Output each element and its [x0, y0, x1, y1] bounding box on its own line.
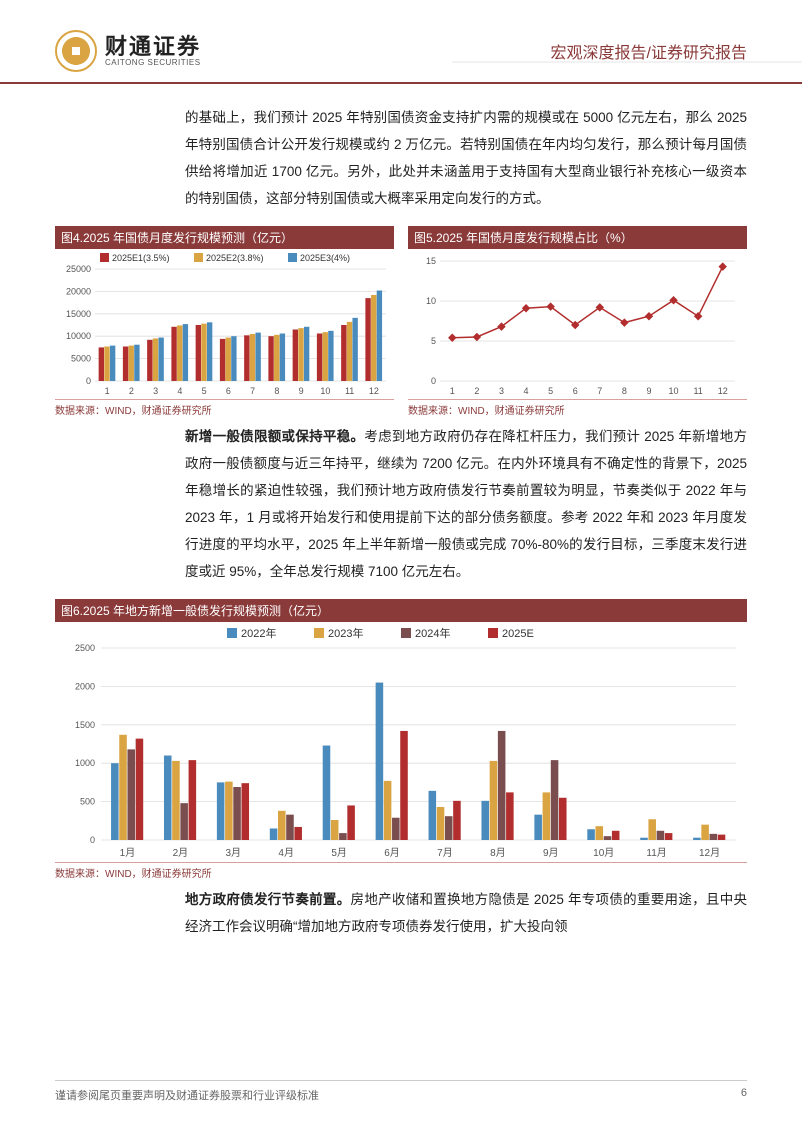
chart5-container: 图5.2025 年国债月度发行规模占比（%） 05101512345678910… [408, 226, 747, 419]
logo-text-en: CAITONG SECURITIES [105, 59, 201, 68]
paragraph-1: 的基础上，我们预计 2025 年特别国债资金支持扩内需的规模或在 5000 亿元… [185, 104, 747, 212]
svg-text:1000: 1000 [75, 758, 95, 768]
svg-text:11: 11 [693, 386, 702, 396]
svg-text:8: 8 [622, 386, 627, 396]
paragraph-3-lead: 地方政府债发行节奏前置。 [185, 892, 351, 907]
svg-text:0: 0 [86, 376, 91, 386]
svg-text:6: 6 [573, 386, 578, 396]
svg-text:5: 5 [202, 386, 207, 396]
svg-text:10000: 10000 [66, 331, 91, 341]
chart6-container: 图6.2025 年地方新增一般债发行规模预测（亿元） 0 500 1000 1500 2… [55, 599, 747, 882]
chart4-plot: 0500010000150002000025000123456789101112… [55, 249, 394, 399]
svg-text:11: 11 [345, 386, 354, 396]
paragraph-3: 地方政府债发行节奏前置。房地产收储和置换地方隐债是 2025 年专项债的重要用途… [185, 886, 747, 940]
svg-text:2025E: 2025E [502, 628, 534, 640]
svg-text:2024年: 2024年 [415, 626, 450, 640]
svg-text:10: 10 [320, 386, 330, 396]
svg-text:1500: 1500 [75, 720, 95, 730]
svg-text:2月: 2月 [173, 847, 189, 859]
svg-text:12月: 12月 [699, 847, 720, 859]
svg-text:2500: 2500 [75, 643, 95, 653]
svg-text:8月: 8月 [490, 847, 506, 859]
svg-text:10: 10 [669, 386, 679, 396]
svg-text:2022年: 2022年 [241, 626, 276, 640]
svg-text:1: 1 [450, 386, 455, 396]
svg-text:2025E1(3.5%): 2025E1(3.5%) [112, 253, 170, 263]
svg-text:5月: 5月 [331, 847, 347, 859]
svg-text:12: 12 [718, 386, 728, 396]
chart6-source: 数据来源：WIND，财通证券研究所 [55, 862, 747, 882]
page-header: 财通证券 CAITONG SECURITIES 宏观深度报告/证券研究报告 [0, 0, 802, 84]
paragraph-2-lead: 新增一般债限额或保持平稳。 [185, 429, 364, 444]
content-area: 的基础上，我们预计 2025 年特别国债资金支持扩内需的规模或在 5000 亿元… [0, 84, 802, 940]
svg-text:2025E2(3.8%): 2025E2(3.8%) [206, 253, 264, 263]
svg-text:10月: 10月 [593, 847, 614, 859]
svg-text:7: 7 [597, 386, 602, 396]
paragraph-2: 新增一般债限额或保持平稳。考虑到地方政府仍存在降杠杆压力，我们预计 2025 年… [185, 423, 747, 585]
logo-block: 财通证券 CAITONG SECURITIES [55, 30, 201, 72]
svg-text:0: 0 [431, 376, 436, 386]
chart-row-4-5: 图4.2025 年国债月度发行规模预测（亿元） 0 5000 10000 15000 2… [55, 226, 747, 419]
svg-text:10: 10 [426, 296, 436, 306]
svg-text:2: 2 [474, 386, 479, 396]
logo-icon [55, 30, 97, 72]
svg-text:20000: 20000 [66, 286, 91, 296]
svg-text:15: 15 [426, 256, 436, 266]
page-footer: 谨请参阅尾页重要声明及财通证券股票和行业评级标准 6 [55, 1080, 747, 1103]
footer-page-number: 6 [741, 1087, 747, 1103]
svg-text:5000: 5000 [71, 354, 91, 364]
report-type: 宏观深度报告/证券研究报告 [551, 39, 747, 63]
svg-text:4: 4 [524, 386, 529, 396]
svg-text:7: 7 [250, 386, 255, 396]
chart5-title: 图5.2025 年国债月度发行规模占比（%） [408, 226, 747, 249]
svg-text:8: 8 [274, 386, 279, 396]
svg-text:7月: 7月 [437, 847, 453, 859]
svg-text:9: 9 [299, 386, 304, 396]
svg-text:1月: 1月 [120, 847, 136, 859]
svg-text:12: 12 [369, 386, 379, 396]
svg-text:1: 1 [105, 386, 110, 396]
footer-disclaimer: 谨请参阅尾页重要声明及财通证券股票和行业评级标准 [55, 1087, 319, 1103]
chart6-title: 图6.2025 年地方新增一般债发行规模预测（亿元） [55, 599, 747, 622]
svg-text:4: 4 [177, 386, 182, 396]
svg-text:5: 5 [548, 386, 553, 396]
svg-text:0: 0 [90, 835, 95, 845]
paragraph-2-body: 考虑到地方政府仍存在降杠杆压力，我们预计 2025 年新增地方政府一般债额度与近… [185, 429, 747, 579]
svg-text:2023年: 2023年 [328, 626, 363, 640]
svg-text:2000: 2000 [75, 681, 95, 691]
svg-text:3月: 3月 [226, 847, 242, 859]
svg-text:3: 3 [153, 386, 158, 396]
svg-text:6月: 6月 [384, 847, 400, 859]
logo-text-cn: 财通证券 [105, 35, 201, 59]
svg-text:6: 6 [226, 386, 231, 396]
svg-text:25000: 25000 [66, 264, 91, 274]
chart5-source: 数据来源：WIND，财通证券研究所 [408, 399, 747, 419]
svg-text:2025E3(4%): 2025E3(4%) [300, 253, 350, 263]
chart4-title: 图4.2025 年国债月度发行规模预测（亿元） [55, 226, 394, 249]
svg-text:9: 9 [646, 386, 651, 396]
chart4-source: 数据来源：WIND，财通证券研究所 [55, 399, 394, 419]
svg-text:11月: 11月 [646, 847, 666, 859]
chart5-plot: 051015123456789101112 [408, 249, 747, 399]
svg-text:9月: 9月 [543, 847, 559, 859]
chart6-plot: 0 500 1000 1500 2000 2500 1月 2月 3月 4月 5月 6月 7月 8月 9月 10… [55, 622, 747, 862]
chart4-container: 图4.2025 年国债月度发行规模预测（亿元） 0 5000 10000 15000 2… [55, 226, 394, 419]
svg-text:15000: 15000 [66, 309, 91, 319]
svg-text:500: 500 [80, 797, 95, 807]
svg-text:3: 3 [499, 386, 504, 396]
svg-text:4月: 4月 [278, 847, 294, 859]
svg-text:5: 5 [431, 336, 436, 346]
svg-text:2: 2 [129, 386, 134, 396]
